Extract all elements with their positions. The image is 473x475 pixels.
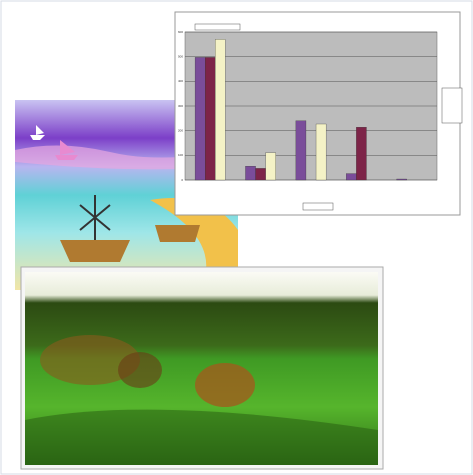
bar — [215, 39, 226, 181]
y-tick-label: 200 — [178, 128, 183, 132]
bar — [245, 166, 256, 181]
bar — [194, 57, 206, 181]
bar — [396, 178, 407, 181]
y-tick-label: 0 — [181, 178, 183, 182]
y-tick-label: 300 — [178, 104, 183, 108]
y-tick-label: 100 — [178, 153, 183, 157]
bar — [265, 152, 276, 181]
y-tick-label: 500 — [178, 54, 183, 58]
y-tick-label: 600 — [178, 30, 183, 34]
photo — [20, 266, 384, 470]
bar — [255, 168, 266, 181]
bar — [315, 123, 327, 181]
bar — [346, 173, 357, 181]
bar — [205, 57, 216, 181]
bar — [356, 127, 367, 181]
y-tick-label: 400 — [178, 79, 183, 83]
bar — [295, 120, 307, 181]
